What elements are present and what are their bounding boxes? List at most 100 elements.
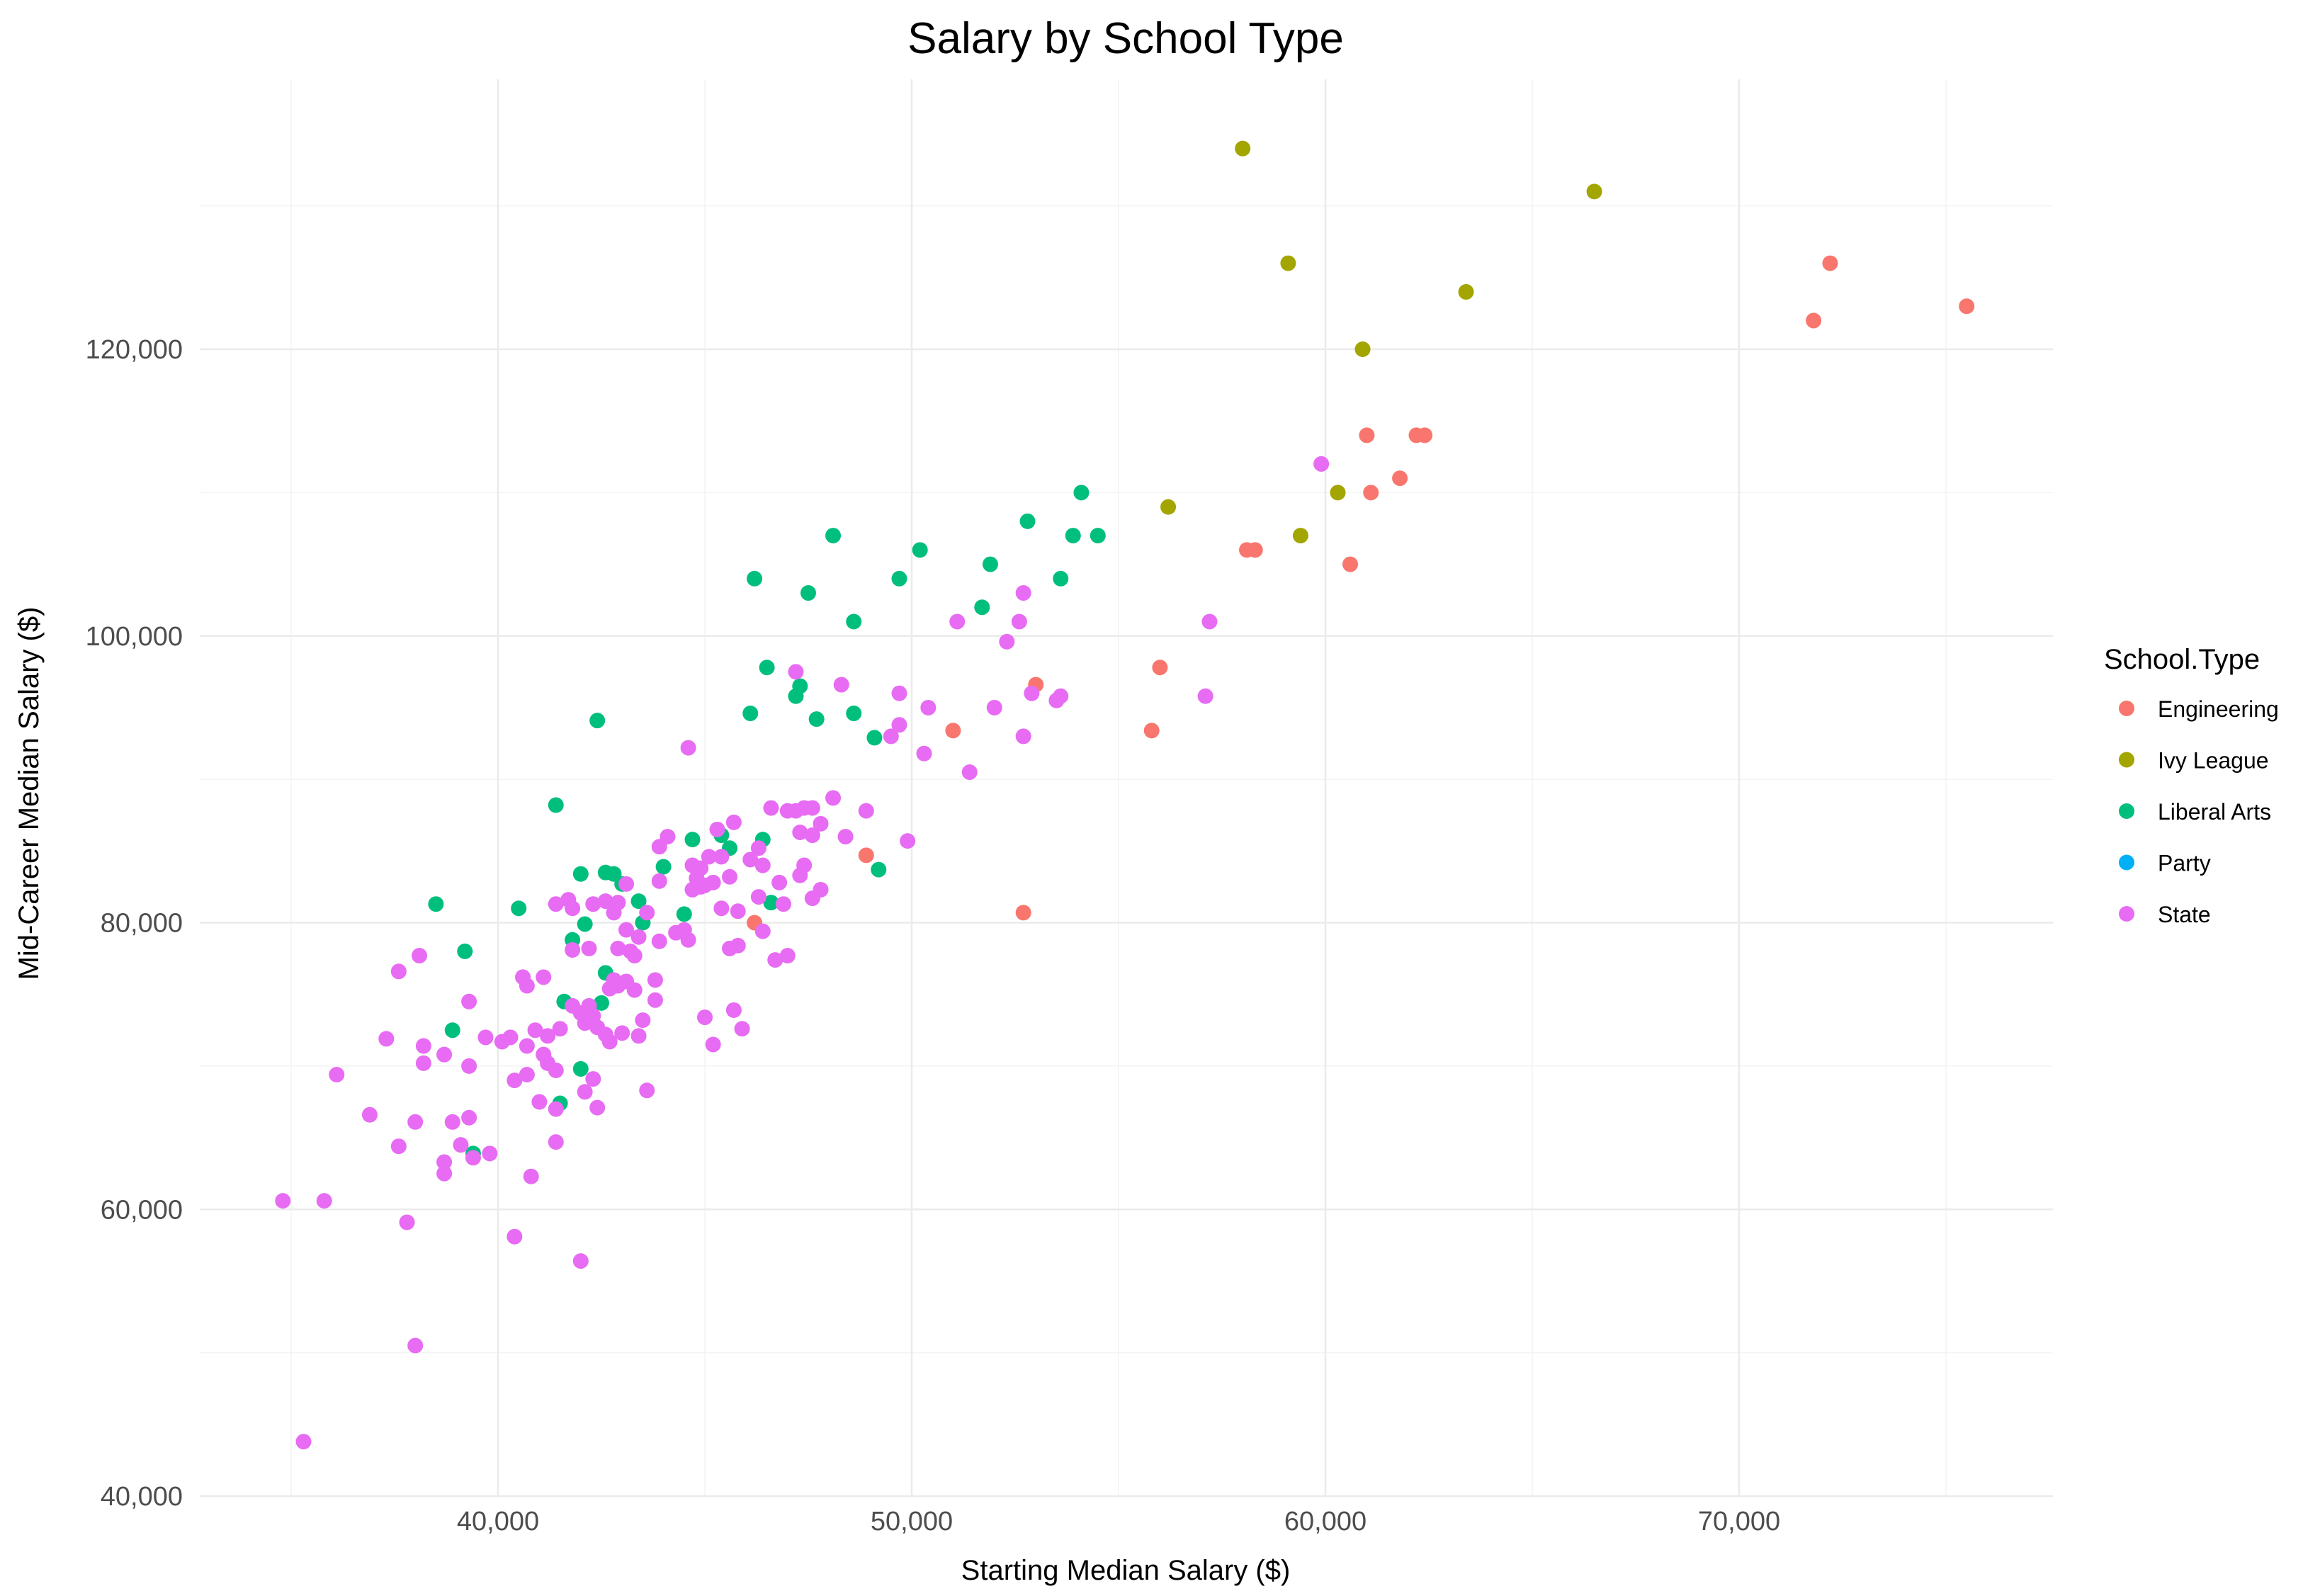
data-point-state	[961, 764, 978, 781]
data-point-liberal-arts	[742, 706, 759, 722]
data-point-liberal-arts	[788, 688, 804, 704]
data-point-ivy-league	[1292, 528, 1308, 544]
data-point-state	[891, 717, 907, 733]
data-point-state	[701, 849, 717, 865]
data-point-state	[833, 677, 849, 693]
data-point-state	[527, 1022, 543, 1038]
legend-label-ivy-league: Ivy League	[2158, 748, 2269, 774]
data-point-state	[883, 728, 899, 745]
data-point-liberal-arts	[866, 730, 883, 746]
data-point-liberal-arts	[548, 797, 564, 813]
data-point-state	[597, 893, 613, 910]
data-point-state	[986, 699, 1002, 715]
data-point-engineering	[1806, 312, 1822, 329]
data-point-state	[999, 633, 1015, 650]
data-point-state	[482, 1145, 498, 1162]
data-points	[275, 140, 1975, 1450]
legend-key-liberal-arts	[2119, 803, 2134, 819]
data-point-liberal-arts	[982, 556, 998, 572]
data-point-ivy-league	[1354, 341, 1371, 357]
x-tick-label: 40,000	[457, 1507, 539, 1536]
data-point-liberal-arts	[572, 1060, 589, 1077]
data-point-state	[565, 941, 581, 958]
legend-items: Engineering Ivy League Liberal Arts Party St…	[2119, 696, 2279, 927]
data-point-ivy-league	[1458, 284, 1474, 300]
legend-title: School.Type	[2104, 644, 2260, 675]
data-point-state	[767, 952, 783, 968]
data-point-state	[585, 896, 601, 912]
data-point-ivy-league	[1586, 183, 1602, 200]
data-point-state	[734, 1021, 750, 1037]
data-point-state	[1313, 455, 1330, 472]
major-gridlines	[200, 79, 2053, 1498]
data-point-state	[507, 1073, 523, 1089]
data-point-state	[684, 881, 701, 898]
data-point-engineering	[1143, 723, 1160, 739]
x-tick-label: 70,000	[1698, 1507, 1780, 1536]
data-point-liberal-arts	[871, 861, 887, 878]
data-point-state	[722, 868, 738, 885]
data-point-state	[436, 1154, 453, 1170]
data-point-state	[465, 1150, 481, 1166]
data-point-state	[610, 940, 626, 956]
data-point-state	[378, 1031, 395, 1047]
data-point-state	[444, 1114, 460, 1130]
data-point-engineering	[1359, 427, 1375, 443]
data-point-state	[415, 1038, 431, 1054]
x-tick-label: 60,000	[1284, 1507, 1366, 1536]
minor-gridlines	[200, 79, 2053, 1496]
data-point-state	[540, 1028, 556, 1044]
data-point-engineering	[1015, 905, 1031, 921]
data-point-liberal-arts	[825, 528, 842, 544]
data-point-state	[565, 900, 581, 917]
data-point-liberal-arts	[428, 896, 444, 912]
data-point-state	[779, 948, 796, 964]
data-point-state	[585, 1071, 601, 1087]
data-point-state	[1011, 613, 1027, 630]
data-point-liberal-arts	[577, 916, 593, 932]
data-point-state	[647, 972, 663, 988]
data-point-state	[581, 940, 597, 956]
data-point-state	[651, 839, 667, 855]
data-point-state	[577, 1084, 593, 1100]
y-tick-label: 120,000	[86, 335, 183, 365]
data-point-state	[680, 740, 696, 756]
data-point-state	[916, 745, 932, 762]
data-point-state	[725, 814, 742, 830]
data-point-state	[763, 800, 779, 816]
x-tick-label: 50,000	[871, 1507, 953, 1536]
data-point-state	[754, 857, 771, 873]
data-point-state	[412, 948, 428, 964]
data-point-state	[531, 1094, 548, 1110]
data-point-liberal-arts	[676, 906, 692, 922]
data-point-state	[788, 664, 804, 680]
data-point-state	[507, 1228, 523, 1245]
data-point-liberal-arts	[684, 832, 701, 848]
chart-title: Salary by School Type	[907, 14, 1344, 63]
legend-key-ivy-league	[2119, 752, 2134, 768]
data-point-state	[713, 849, 730, 865]
y-axis-tick-labels: 40,000 60,000 80,000 100,000 120,000	[86, 335, 183, 1512]
data-point-state	[891, 685, 907, 701]
data-point-state	[626, 982, 643, 998]
data-point-state	[920, 699, 937, 715]
data-point-liberal-arts	[606, 866, 622, 882]
data-point-state	[697, 1009, 713, 1026]
data-point-liberal-arts	[589, 713, 606, 729]
data-point-state	[730, 903, 746, 919]
data-point-state	[601, 1034, 618, 1050]
data-point-state	[804, 827, 820, 844]
data-point-engineering	[1959, 298, 1975, 315]
data-point-liberal-arts	[1019, 513, 1036, 529]
data-point-state	[713, 900, 730, 917]
data-point-state	[461, 993, 477, 1009]
y-tick-label: 40,000	[101, 1482, 183, 1512]
data-point-state	[754, 923, 771, 939]
data-point-state	[635, 1012, 651, 1029]
data-point-liberal-arts	[1065, 528, 1081, 544]
data-point-ivy-league	[1280, 255, 1296, 271]
data-point-liberal-arts	[572, 866, 589, 882]
legend: School.Type Engineering Ivy League Liberal…	[2104, 644, 2279, 927]
data-point-state	[1024, 685, 1040, 701]
data-point-state	[900, 833, 916, 849]
